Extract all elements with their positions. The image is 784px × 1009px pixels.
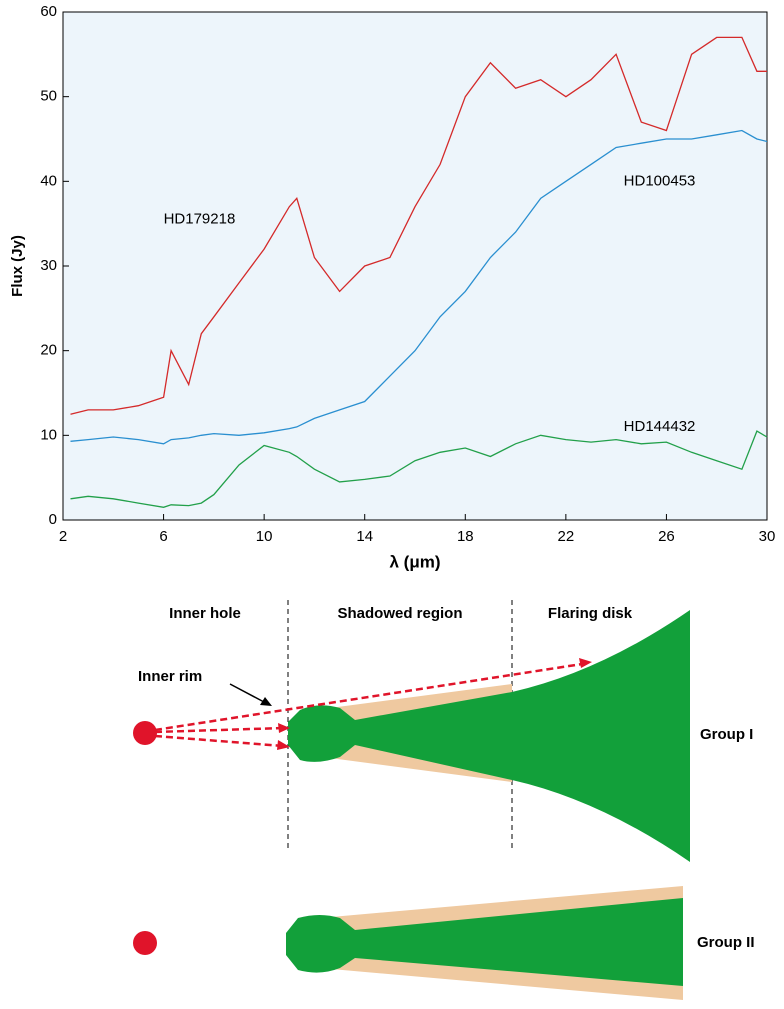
region-label: Shadowed region	[337, 605, 462, 622]
diagram: Inner hole Shadowed region Flaring disk …	[133, 600, 755, 1000]
y-tick-label: 50	[40, 88, 57, 105]
y-tick-label: 10	[40, 426, 57, 443]
y-tick-label: 30	[40, 257, 57, 274]
series-line	[70, 36, 767, 415]
x-tick-label: 10	[256, 528, 273, 545]
group-label: Group I	[700, 726, 753, 743]
plot-area	[62, 11, 768, 521]
x-tick-label: 2	[59, 528, 67, 545]
ray-heads	[277, 658, 592, 750]
region-label: Inner hole	[169, 605, 241, 622]
y-tick-label: 20	[40, 342, 57, 359]
pointer-head	[260, 697, 272, 706]
inner-rim-label: Inner rim	[138, 668, 202, 685]
y-tick-label: 0	[49, 511, 57, 528]
x-axis-label: λ (μm)	[389, 552, 440, 571]
disk	[288, 610, 690, 862]
y-tick-label: 60	[40, 3, 57, 20]
series-line	[70, 430, 768, 508]
star	[133, 721, 157, 745]
x-tick-label: 22	[558, 528, 575, 545]
star	[133, 931, 157, 955]
x-tick-label: 26	[658, 528, 675, 545]
x-tick-label: 30	[759, 528, 776, 545]
series-label: HD144432	[624, 418, 696, 435]
disk	[286, 898, 683, 986]
group-label: Group II	[697, 934, 755, 951]
y-axis-label: Flux (Jy)	[9, 235, 26, 297]
rays	[154, 662, 583, 748]
x-tick-label: 14	[356, 528, 373, 545]
y-tick-label: 40	[40, 172, 57, 189]
series-label: HD100453	[624, 172, 696, 189]
series-line	[70, 129, 768, 445]
series-label: HD179218	[164, 210, 236, 227]
region-label: Flaring disk	[548, 605, 633, 622]
pointer	[229, 683, 265, 703]
x-tick-label: 6	[159, 528, 167, 545]
x-tick-label: 18	[457, 528, 474, 545]
